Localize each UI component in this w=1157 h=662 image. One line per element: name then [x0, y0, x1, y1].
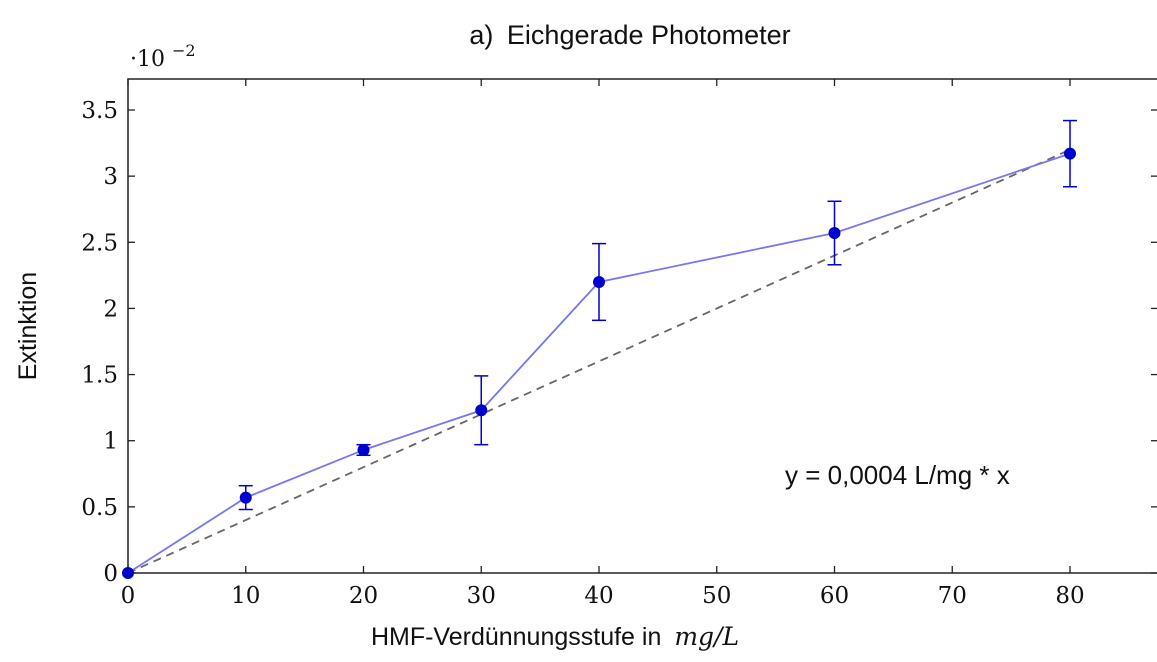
- x-tick-label: 60: [820, 583, 849, 609]
- fit-line: [127, 148, 1071, 574]
- x-tick-label: 40: [584, 583, 613, 609]
- data-point: [828, 227, 841, 240]
- y-tick-label: 3.5: [81, 98, 118, 124]
- x-tick-label: 0: [121, 583, 136, 609]
- x-axis-label: HMF-Verdünnungsstufe in mg/L: [371, 622, 739, 651]
- y-axis-label: Extinktion: [14, 272, 42, 380]
- y-tick-label: 3: [103, 164, 118, 190]
- y-ticks: 0 0.5 1 1.5 2 2.5 3 3.5: [81, 98, 1157, 587]
- y-tick-label: 1: [103, 429, 118, 455]
- series-group: [122, 119, 1077, 579]
- x-tick-label: 50: [702, 583, 731, 609]
- data-point: [593, 275, 605, 288]
- y-tick-label: 0: [103, 561, 118, 587]
- data-point: [357, 443, 370, 456]
- x-tick-label: 80: [1055, 583, 1084, 609]
- fit-equation-annotation: y = 0,0004 L/mg * x: [785, 460, 1010, 490]
- y-tick-label: 2.5: [81, 230, 118, 256]
- y-tick-label: 2: [103, 296, 118, 322]
- x-axis-label-text: HMF-Verdünnungsstufe in: [371, 623, 661, 651]
- y-scale-base: ·10: [130, 47, 165, 72]
- data-point: [475, 404, 488, 417]
- fit-line-group: [127, 148, 1071, 574]
- y-scale-exponent: −2: [172, 41, 196, 60]
- x-tick-label: 20: [349, 583, 378, 609]
- data-point: [239, 491, 252, 504]
- chart-title: a) Eichgerade Photometer: [469, 20, 790, 50]
- y-scale-factor: ·10 −2: [130, 41, 196, 72]
- data-point: [122, 567, 134, 579]
- data-point: [1064, 147, 1076, 160]
- x-ticks: 0 10 20 30 40 50 60 70 80: [121, 79, 1085, 609]
- y-tick-label: 0.5: [81, 495, 118, 521]
- x-tick-label: 30: [467, 583, 496, 609]
- x-tick-label: 70: [938, 583, 967, 609]
- plot-frame: [127, 78, 1157, 574]
- chart-title-text: Eichgerade Photometer: [507, 20, 791, 50]
- x-axis-label-unit: mg/L: [674, 622, 739, 651]
- chart-title-prefix: a): [469, 20, 493, 50]
- y-tick-label: 1.5: [81, 363, 118, 389]
- x-tick-label: 10: [231, 583, 260, 609]
